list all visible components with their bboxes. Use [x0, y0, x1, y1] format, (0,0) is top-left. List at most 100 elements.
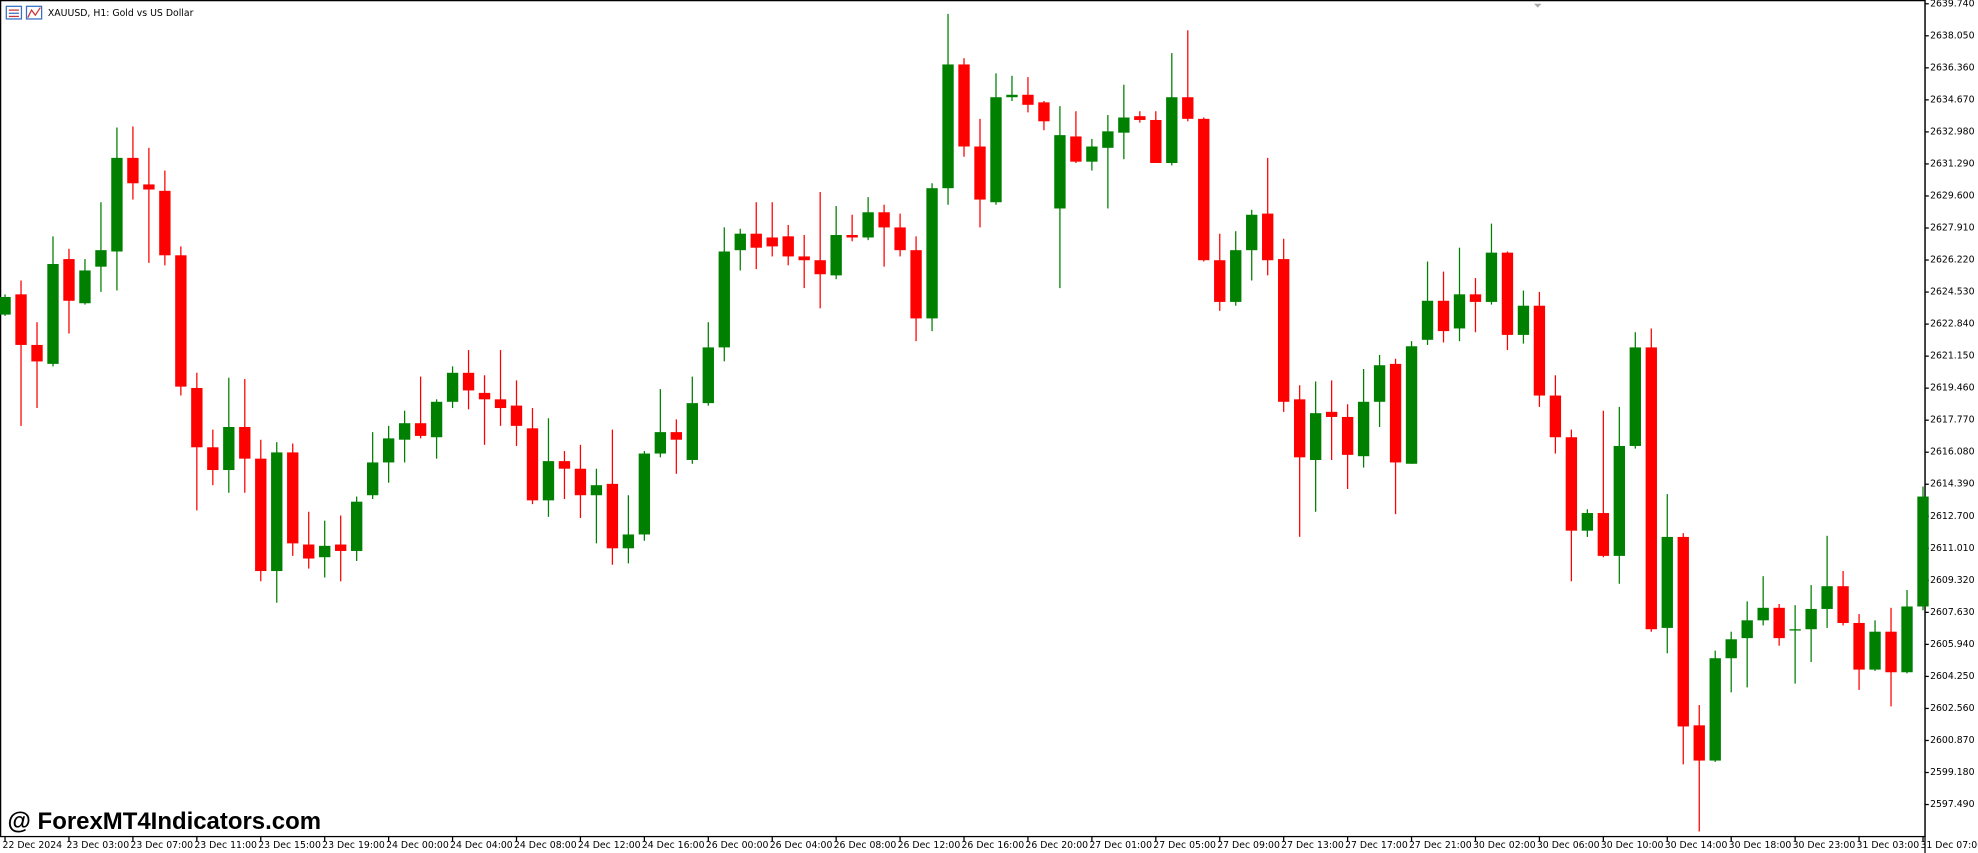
x-tick-label: 30 Dec 23:00 [1793, 840, 1856, 851]
candle-body [335, 544, 347, 551]
candle-body [526, 428, 539, 501]
candle-body [974, 146, 986, 200]
candle-body [670, 432, 683, 440]
y-tick-label: 2621.150 [1930, 351, 1975, 362]
candle-body [1070, 136, 1082, 162]
y-tick-label: 2624.530 [1930, 287, 1975, 298]
candle-body [1453, 294, 1466, 329]
candle-body [1357, 401, 1370, 457]
candle-body [718, 251, 730, 348]
candle-body [1150, 119, 1162, 163]
candle-body [1038, 102, 1050, 122]
y-tick-label: 2617.770 [1930, 415, 1975, 426]
x-tick-label: 24 Dec 00:00 [386, 840, 449, 851]
x-tick-label: 31 Dec 07:00 [1920, 840, 1978, 851]
candle-body [1645, 347, 1657, 630]
x-tick-label: 26 Dec 08:00 [834, 840, 897, 851]
candle-body [1661, 536, 1673, 628]
candle-body [926, 188, 938, 319]
y-tick-label: 2616.080 [1930, 447, 1975, 458]
candle-body [1437, 300, 1450, 332]
candle-body [366, 462, 379, 496]
candle-body [798, 256, 810, 261]
candle-body [143, 184, 155, 190]
candle-body [1709, 658, 1721, 761]
x-tick-label: 23 Dec 11:00 [194, 840, 257, 851]
x-tick-label: 27 Dec 13:00 [1281, 840, 1344, 851]
candle-body [462, 372, 475, 391]
candle-body [175, 255, 187, 387]
candle-body [1869, 631, 1881, 670]
candle-body [542, 461, 555, 501]
candle-body [1853, 622, 1865, 670]
candle-body [1405, 346, 1418, 464]
candle-body [1182, 97, 1194, 119]
candle-body [1757, 607, 1769, 621]
candle-body [79, 270, 91, 304]
candle-body [47, 264, 59, 364]
x-tick-label: 23 Dec 03:00 [66, 840, 129, 851]
candle-body [1022, 94, 1034, 105]
x-tick-label: 26 Dec 16:00 [961, 840, 1024, 851]
y-tick-label: 2639.740 [1930, 0, 1975, 9]
candle-body [1309, 413, 1322, 460]
candle-body [782, 236, 794, 257]
y-tick-label: 2622.840 [1930, 319, 1975, 330]
y-tick-label: 2636.360 [1930, 62, 1975, 73]
candle-body [1246, 214, 1258, 251]
y-tick-label: 2638.050 [1930, 30, 1975, 41]
x-tick-label: 27 Dec 01:00 [1089, 840, 1152, 851]
candle-body [766, 237, 778, 247]
y-tick-label: 2632.980 [1930, 126, 1975, 137]
candle-body [1054, 135, 1066, 209]
x-tick-label: 31 Dec 03:00 [1857, 840, 1920, 851]
y-tick-label: 2611.010 [1930, 543, 1975, 554]
candle-body [1773, 607, 1785, 639]
candle-body [1741, 620, 1753, 639]
candle-body [990, 97, 1002, 203]
candle-body [1214, 260, 1226, 302]
candle-body [1613, 445, 1626, 556]
candle-body [910, 250, 922, 319]
chart-icon [25, 5, 43, 20]
candle-body [1373, 365, 1386, 402]
candle-body [1198, 118, 1210, 261]
candle-body [191, 387, 203, 448]
candle-body [894, 227, 906, 251]
candle-body [478, 392, 491, 400]
x-tick-label: 27 Dec 17:00 [1345, 840, 1408, 851]
candle-body [1677, 536, 1689, 727]
candle-body [1006, 94, 1018, 98]
candle-body [31, 344, 43, 362]
candle-body [350, 501, 363, 551]
y-tick-label: 2597.490 [1930, 799, 1975, 810]
x-tick-label: 27 Dec 21:00 [1409, 840, 1472, 851]
x-tick-label: 23 Dec 15:00 [258, 840, 321, 851]
x-tick-label: 27 Dec 09:00 [1217, 840, 1280, 851]
x-tick-label: 24 Dec 12:00 [578, 840, 641, 851]
y-tick-label: 2600.870 [1930, 735, 1975, 746]
candle-body [287, 452, 299, 544]
candle-body [1725, 639, 1737, 659]
candle-body [574, 468, 587, 496]
candle-body [878, 212, 890, 228]
candle-body [1789, 629, 1801, 631]
x-tick-label: 24 Dec 04:00 [450, 840, 513, 851]
candle-body [1549, 395, 1562, 438]
candle-body [1230, 250, 1242, 302]
candle-body [846, 235, 858, 238]
candle-body [430, 401, 443, 438]
candle-body [95, 250, 107, 267]
x-tick-label: 27 Dec 05:00 [1153, 840, 1216, 851]
candle-body [590, 485, 603, 496]
x-tick-label: 30 Dec 18:00 [1729, 840, 1792, 851]
candle-body [398, 423, 411, 440]
candle-body [1134, 116, 1146, 120]
candle-body [223, 427, 235, 471]
y-tick-label: 2609.320 [1930, 575, 1975, 586]
y-tick-label: 2607.630 [1930, 607, 1975, 618]
y-tick-label: 2599.180 [1930, 767, 1975, 778]
candle-body [1597, 513, 1610, 556]
candle-body [1533, 305, 1546, 396]
